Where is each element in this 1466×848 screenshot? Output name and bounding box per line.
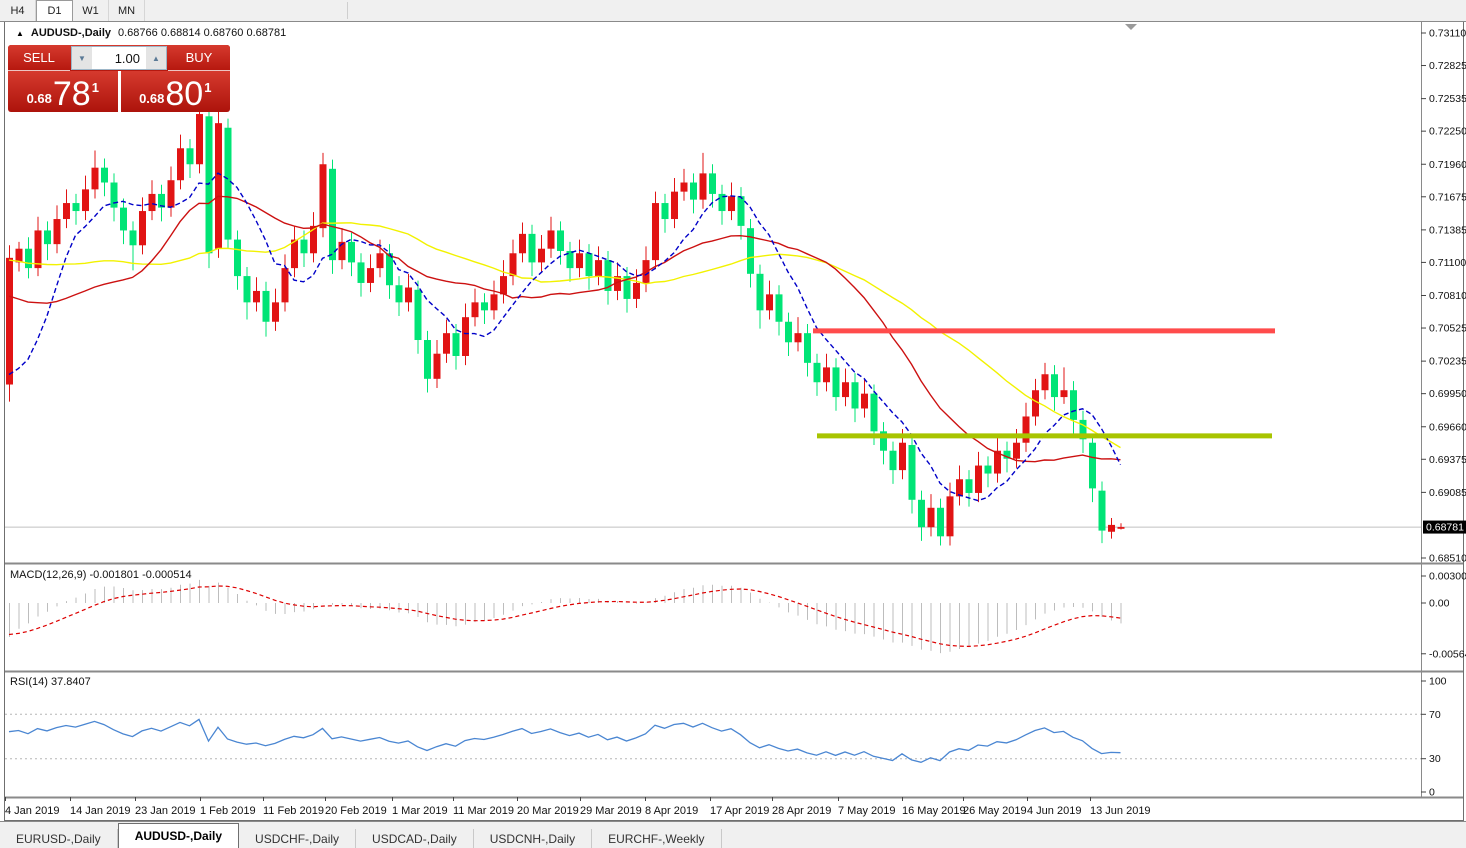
svg-text:-0.005648: -0.005648	[1429, 648, 1466, 660]
one-click-trading-widget: SELL ▼ ▲ BUY 0.68 78 1 0.68 80 1	[8, 45, 230, 112]
buy-price-prefix: 0.68	[139, 91, 165, 106]
volume-increase-icon[interactable]: ▲	[146, 47, 166, 69]
svg-text:1 Feb 2019: 1 Feb 2019	[200, 805, 256, 817]
sell-price-sup: 1	[91, 80, 99, 95]
svg-text:1 Mar 2019: 1 Mar 2019	[392, 805, 448, 817]
svg-text:0.72535: 0.72535	[1429, 93, 1466, 105]
tab-usdcnh-daily[interactable]: USDCNH-,Daily	[474, 829, 593, 848]
timeframe-h4-button[interactable]: H4	[0, 0, 36, 21]
buy-price-button[interactable]: 0.68 80 1	[120, 71, 230, 112]
timeframe-toolbar: H4 D1 W1 MN	[0, 0, 1466, 22]
svg-text:14 Jan 2019: 14 Jan 2019	[70, 805, 131, 817]
svg-text:16 May 2019: 16 May 2019	[902, 805, 966, 817]
svg-text:0.69085: 0.69085	[1429, 487, 1466, 499]
svg-text:8 Apr 2019: 8 Apr 2019	[645, 805, 698, 817]
chart-title-row: ▲ AUDUSD-,Daily 0.68766 0.68814 0.68760 …	[16, 27, 286, 39]
svg-text:20 Feb 2019: 20 Feb 2019	[325, 805, 387, 817]
toolbar-separator	[347, 2, 348, 19]
svg-text:20 Mar 2019: 20 Mar 2019	[517, 805, 579, 817]
svg-text:0.70235: 0.70235	[1429, 356, 1466, 368]
svg-text:0.69950: 0.69950	[1429, 388, 1466, 400]
timeframe-mn-button[interactable]: MN	[109, 0, 145, 21]
tab-eurchf-weekly[interactable]: EURCHF-,Weekly	[592, 829, 722, 848]
tab-usdcad-daily[interactable]: USDCAD-,Daily	[356, 829, 474, 848]
svg-text:0.72250: 0.72250	[1429, 126, 1466, 138]
svg-text:100: 100	[1429, 676, 1447, 688]
svg-text:0.73110: 0.73110	[1429, 28, 1466, 40]
svg-text:0: 0	[1429, 787, 1435, 799]
macd-indicator-label: MACD(12,26,9) -0.001801 -0.000514	[10, 569, 192, 581]
svg-text:29 Mar 2019: 29 Mar 2019	[580, 805, 642, 817]
svg-text:13 Jun 2019: 13 Jun 2019	[1090, 805, 1151, 817]
svg-text:0.71675: 0.71675	[1429, 191, 1466, 203]
rsi-indicator-label: RSI(14) 37.8407	[10, 676, 91, 688]
svg-text:0.003003: 0.003003	[1429, 571, 1466, 583]
sell-price-button[interactable]: 0.68 78 1	[8, 71, 118, 112]
volume-input[interactable]	[92, 47, 146, 69]
collapse-arrow-icon[interactable]: ▲	[16, 28, 24, 38]
svg-text:0.70810: 0.70810	[1429, 290, 1466, 302]
svg-text:0.68510: 0.68510	[1429, 553, 1466, 565]
chart-tab-bar: EURUSD-,Daily AUDUSD-,Daily USDCHF-,Dail…	[0, 821, 1466, 848]
buy-price-sup: 1	[204, 80, 212, 95]
volume-decrease-icon[interactable]: ▼	[72, 47, 92, 69]
svg-text:4 Jan 2019: 4 Jan 2019	[5, 805, 59, 817]
svg-text:4 Jun 2019: 4 Jun 2019	[1027, 805, 1081, 817]
sell-button[interactable]: SELL	[8, 45, 70, 71]
svg-text:0.72825: 0.72825	[1429, 60, 1466, 72]
svg-text:11 Mar 2019: 11 Mar 2019	[453, 805, 514, 817]
chart-ohlc-values: 0.68766 0.68814 0.68760 0.68781	[118, 27, 287, 39]
svg-text:23 Jan 2019: 23 Jan 2019	[135, 805, 196, 817]
svg-text:0.70525: 0.70525	[1429, 323, 1466, 335]
svg-text:0.00: 0.00	[1429, 598, 1450, 610]
svg-text:0.71100: 0.71100	[1429, 257, 1466, 269]
buy-price-big: 80	[165, 75, 204, 112]
svg-text:0.71385: 0.71385	[1429, 224, 1466, 236]
svg-text:0.69660: 0.69660	[1429, 421, 1466, 433]
svg-text:28 Apr 2019: 28 Apr 2019	[772, 805, 831, 817]
svg-text:30: 30	[1429, 753, 1441, 765]
svg-text:0.69375: 0.69375	[1429, 454, 1466, 466]
sell-price-prefix: 0.68	[26, 91, 52, 106]
svg-text:7 May 2019: 7 May 2019	[838, 805, 895, 817]
svg-text:26 May 2019: 26 May 2019	[963, 805, 1027, 817]
chart-symbol-label: AUDUSD-,Daily	[30, 27, 111, 39]
sell-price-big: 78	[52, 75, 91, 112]
svg-text:0.71960: 0.71960	[1429, 159, 1466, 171]
tab-usdchf-daily[interactable]: USDCHF-,Daily	[239, 829, 357, 848]
svg-text:0.68781: 0.68781	[1426, 522, 1464, 534]
volume-stepper: ▼ ▲	[71, 46, 167, 70]
svg-text:70: 70	[1429, 709, 1441, 721]
buy-button[interactable]: BUY	[168, 45, 230, 71]
svg-text:11 Feb 2019: 11 Feb 2019	[263, 805, 324, 817]
timeframe-d1-button[interactable]: D1	[36, 0, 73, 21]
svg-text:17 Apr 2019: 17 Apr 2019	[710, 805, 769, 817]
tab-audusd-daily[interactable]: AUDUSD-,Daily	[117, 823, 240, 848]
timeframe-w1-button[interactable]: W1	[73, 0, 109, 21]
tab-eurusd-daily[interactable]: EURUSD-,Daily	[0, 829, 118, 848]
